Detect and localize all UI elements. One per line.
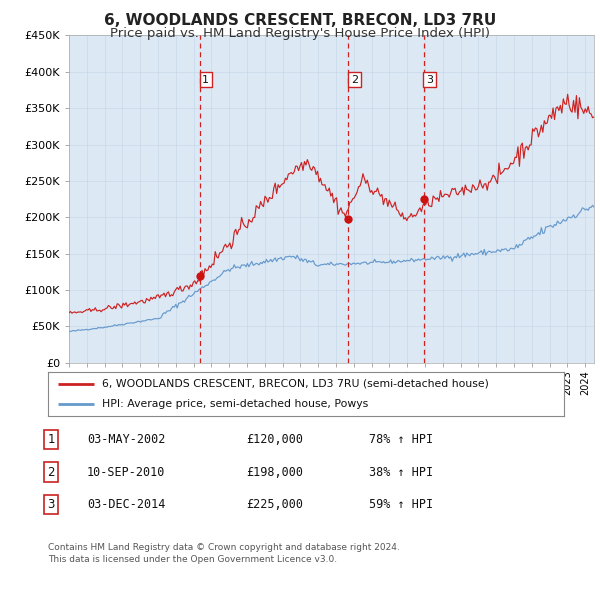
Text: 38% ↑ HPI: 38% ↑ HPI (369, 466, 433, 478)
Text: 03-DEC-2014: 03-DEC-2014 (87, 498, 166, 511)
Text: 2: 2 (351, 74, 358, 84)
Text: £225,000: £225,000 (246, 498, 303, 511)
Text: Contains HM Land Registry data © Crown copyright and database right 2024.: Contains HM Land Registry data © Crown c… (48, 543, 400, 552)
Text: Price paid vs. HM Land Registry's House Price Index (HPI): Price paid vs. HM Land Registry's House … (110, 27, 490, 40)
Text: 6, WOODLANDS CRESCENT, BRECON, LD3 7RU (semi-detached house): 6, WOODLANDS CRESCENT, BRECON, LD3 7RU (… (102, 379, 489, 389)
Text: 03-MAY-2002: 03-MAY-2002 (87, 433, 166, 446)
Text: 1: 1 (202, 74, 209, 84)
Text: This data is licensed under the Open Government Licence v3.0.: This data is licensed under the Open Gov… (48, 555, 337, 564)
Text: 2: 2 (47, 466, 55, 478)
Text: 6, WOODLANDS CRESCENT, BRECON, LD3 7RU: 6, WOODLANDS CRESCENT, BRECON, LD3 7RU (104, 13, 496, 28)
Text: 3: 3 (47, 498, 55, 511)
Text: 1: 1 (47, 433, 55, 446)
Text: 10-SEP-2010: 10-SEP-2010 (87, 466, 166, 478)
Text: £120,000: £120,000 (246, 433, 303, 446)
Text: £198,000: £198,000 (246, 466, 303, 478)
Text: 3: 3 (426, 74, 433, 84)
Text: HPI: Average price, semi-detached house, Powys: HPI: Average price, semi-detached house,… (102, 399, 368, 409)
Text: 78% ↑ HPI: 78% ↑ HPI (369, 433, 433, 446)
Text: 59% ↑ HPI: 59% ↑ HPI (369, 498, 433, 511)
